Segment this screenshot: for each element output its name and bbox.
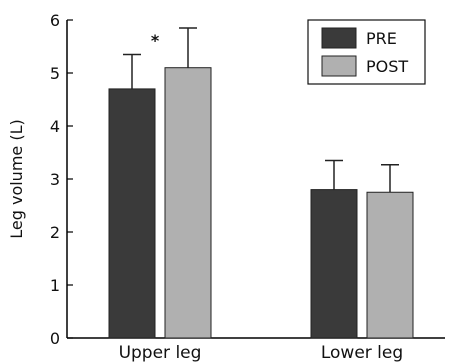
legend: PRE POST bbox=[307, 19, 426, 85]
y-tick-label: 4 bbox=[50, 117, 60, 136]
significance-marker: * bbox=[151, 31, 160, 50]
x-tick-label: Upper leg bbox=[119, 343, 202, 363]
bars bbox=[108, 67, 414, 339]
y-tick-label: 6 bbox=[50, 11, 60, 30]
error-bars bbox=[123, 27, 399, 193]
legend-label: PRE bbox=[366, 29, 397, 48]
y-tick-label: 3 bbox=[50, 170, 60, 189]
y-tick-label: 2 bbox=[50, 223, 60, 242]
y-axis-label: Leg volume (L) bbox=[7, 119, 26, 238]
y-tick-label: 5 bbox=[50, 64, 60, 83]
x-tick-label: Lower leg bbox=[321, 343, 403, 363]
bar-post bbox=[366, 191, 414, 339]
y-tick-label: 1 bbox=[50, 276, 60, 295]
y-tick-label: 0 bbox=[50, 329, 60, 348]
bar-pre bbox=[108, 88, 156, 339]
legend-swatch bbox=[321, 27, 357, 49]
bar-pre bbox=[310, 189, 358, 339]
axes: 0 1 2 3 4 5 6 Upper leg Lower leg * bbox=[50, 11, 445, 363]
bar-post bbox=[164, 67, 212, 339]
legend-label: POST bbox=[366, 57, 408, 76]
legend-swatch bbox=[321, 55, 357, 77]
